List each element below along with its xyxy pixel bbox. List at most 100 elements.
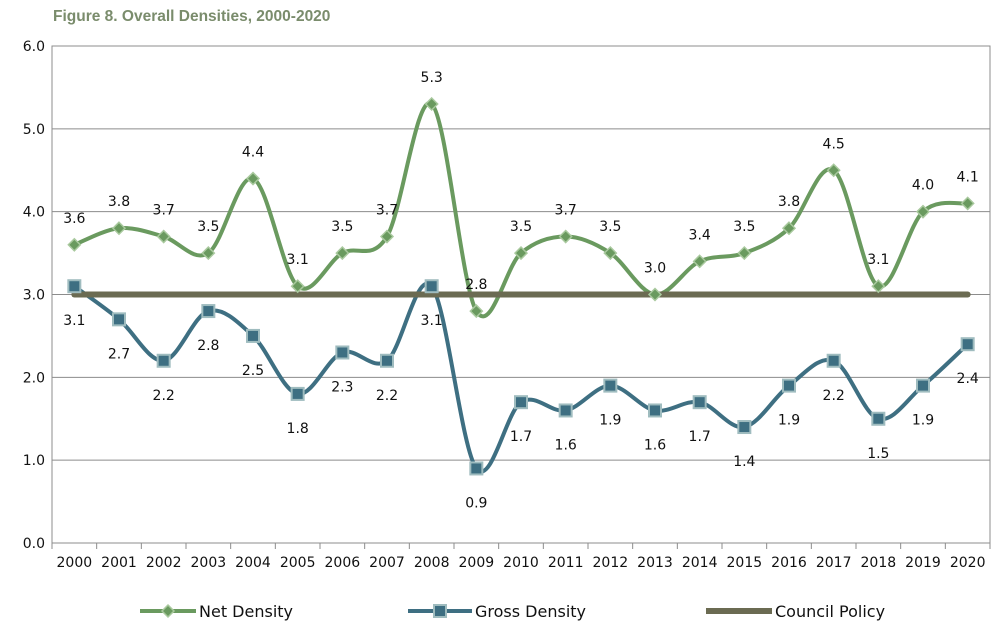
gross-density-label: 1.9 xyxy=(599,413,621,429)
net-density-label: 3.0 xyxy=(644,261,666,277)
net-density-label: 3.8 xyxy=(108,194,130,210)
gross-density-label: 1.7 xyxy=(689,429,711,445)
net-density-label: 3.5 xyxy=(733,219,755,235)
net-density-label: 4.0 xyxy=(912,178,934,194)
chart-title: Figure 8. Overall Densities, 2000-2020 xyxy=(53,8,331,25)
legend-marker xyxy=(433,604,447,618)
net-density-label: 3.1 xyxy=(287,252,309,268)
net-density-point xyxy=(290,279,305,294)
y-tick-label: 1.0 xyxy=(23,453,45,469)
gross-density-label: 1.9 xyxy=(778,413,800,429)
legend-label: Council Policy xyxy=(775,602,885,621)
gross-density-point xyxy=(335,345,350,360)
gross-density-label: 2.8 xyxy=(197,338,219,354)
net-density-point xyxy=(826,163,841,178)
gross-density-label: 0.9 xyxy=(465,495,487,511)
gross-density-label: 1.6 xyxy=(555,437,577,453)
x-tick-label: 2010 xyxy=(503,555,539,571)
net-density-label: 3.4 xyxy=(689,227,711,243)
y-tick-label: 6.0 xyxy=(23,39,45,55)
gross-density-point xyxy=(201,304,216,319)
net-density-point xyxy=(513,246,529,261)
gross-density-point xyxy=(871,411,886,426)
net-density-point xyxy=(156,229,171,244)
x-tick-label: 2015 xyxy=(727,555,763,571)
x-tick-label: 2013 xyxy=(637,555,673,571)
series-layer xyxy=(67,96,975,476)
net-density-label: 5.3 xyxy=(421,70,443,86)
x-tick-label: 2001 xyxy=(101,555,137,571)
net-density-label: 3.7 xyxy=(376,203,398,219)
net-density-point xyxy=(201,246,216,261)
x-tick-label: 2009 xyxy=(459,555,495,571)
x-tick-label: 2017 xyxy=(816,555,852,571)
gross-density-point xyxy=(469,461,484,476)
net-density-point xyxy=(424,96,439,112)
legend-item: Council Policy xyxy=(706,602,885,621)
x-tick-label: 2008 xyxy=(414,555,450,571)
net-density-point xyxy=(692,254,707,269)
legend-label: Net Density xyxy=(199,602,293,621)
gross-density-point xyxy=(960,337,975,352)
x-tick-label: 2020 xyxy=(950,555,986,571)
data-labels: 3.6 3.8 3.7 3.5 4.4 3.1 3.5 3.7 5.3 2.8 3.5 3.7 3.5 3… xyxy=(63,70,979,511)
gross-density-label: 1.8 xyxy=(287,421,309,437)
net-density-line xyxy=(72,101,970,319)
net-density-label: 2.8 xyxy=(465,277,487,293)
gross-density-point xyxy=(603,378,618,393)
gross-density-point xyxy=(737,420,752,435)
x-tick-label: 2000 xyxy=(57,555,93,571)
net-density-label: 3.1 xyxy=(867,252,889,268)
net-density-point xyxy=(111,221,127,236)
y-tick-label: 5.0 xyxy=(23,122,45,138)
net-density-point xyxy=(915,204,931,219)
gross-density-label: 2.2 xyxy=(376,388,398,404)
gross-density-label: 1.4 xyxy=(733,454,755,470)
gross-density-label: 2.7 xyxy=(108,346,130,362)
net-density-point xyxy=(469,304,484,319)
x-tick-label: 2014 xyxy=(682,555,718,571)
net-density-point xyxy=(67,237,82,252)
x-tick-label: 2003 xyxy=(191,555,227,571)
net-density-label: 3.6 xyxy=(63,211,85,227)
x-tick-label: 2011 xyxy=(548,555,584,571)
gross-density-label: 1.5 xyxy=(867,446,889,462)
axes: 0.0 1.0 2.0 3.0 4.0 5.0 6.0 2000 2001 2002 2003 200… xyxy=(23,39,991,571)
net-density-label: 3.7 xyxy=(153,203,175,219)
gross-density-point xyxy=(156,353,171,368)
gross-density-point xyxy=(424,279,439,294)
net-density-label: 3.8 xyxy=(778,194,800,210)
net-density-point xyxy=(871,279,886,294)
gross-density-point xyxy=(558,403,573,418)
net-density-point xyxy=(558,229,573,244)
gross-density-label: 1.9 xyxy=(912,413,934,429)
net-density-label: 3.5 xyxy=(510,219,532,235)
gross-density-label: 2.2 xyxy=(153,388,175,404)
gross-density-label: 1.6 xyxy=(644,437,666,453)
net-density-point xyxy=(647,287,663,302)
gross-density-point xyxy=(648,403,662,418)
gross-density-point xyxy=(916,378,930,393)
gross-density-label: 1.7 xyxy=(510,429,532,445)
gross-density-label: 2.4 xyxy=(957,371,979,387)
y-tick-label: 0.0 xyxy=(23,536,45,552)
net-density-point xyxy=(245,171,261,186)
net-density-label: 3.5 xyxy=(197,219,219,235)
gross-density-point xyxy=(782,378,796,393)
gross-density-label: 2.5 xyxy=(242,363,264,379)
x-tick-label: 2005 xyxy=(280,555,316,571)
net-density-point xyxy=(603,246,618,261)
y-tick-label: 3.0 xyxy=(23,288,45,304)
legend-item: Gross Density xyxy=(408,602,586,621)
net-density-point xyxy=(781,221,797,236)
gross-density-label: 3.1 xyxy=(63,313,85,329)
gross-density-point xyxy=(112,312,126,327)
x-tick-label: 2004 xyxy=(235,555,271,571)
net-density-point xyxy=(960,196,975,211)
x-tick-label: 2007 xyxy=(369,555,405,571)
plot-area-border xyxy=(51,45,991,544)
gross-density-point xyxy=(692,395,707,410)
net-density-label: 4.5 xyxy=(823,136,845,152)
net-density-label: 3.7 xyxy=(555,203,577,219)
